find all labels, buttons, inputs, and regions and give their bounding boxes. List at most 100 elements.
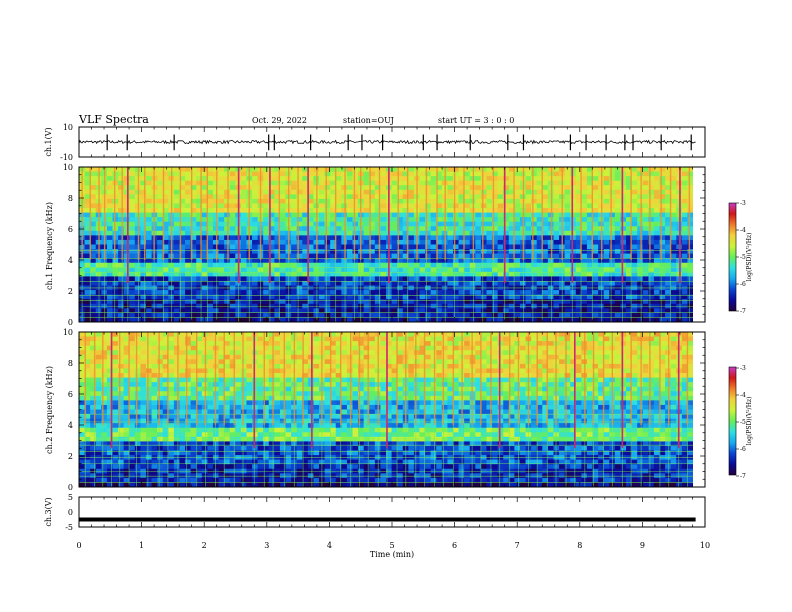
spectrogram-cell (665, 280, 672, 286)
spectrogram-cell (179, 185, 186, 191)
spectrogram-cell (196, 185, 203, 191)
spectrogram-cell (268, 276, 275, 282)
spectrogram-cell (408, 217, 415, 223)
spectrogram-cell (592, 350, 599, 356)
spectrogram-cell (402, 312, 409, 318)
spectrogram-cell (586, 249, 593, 255)
spectrogram-cell (508, 167, 515, 172)
spectrogram-cell (659, 276, 666, 282)
spectrogram-cell (341, 262, 348, 268)
spectrogram-cell (665, 176, 672, 182)
spectrogram-cell (642, 267, 649, 273)
spectrogram-cell (464, 350, 471, 356)
spectrogram-cell (118, 167, 125, 172)
spectrogram-cell (586, 194, 593, 200)
spectrogram-cell (447, 294, 454, 300)
spectrogram-cell (145, 336, 152, 342)
spectrogram-cell (503, 221, 510, 227)
spectrogram-cell (279, 294, 286, 300)
spectrogram-cell (419, 198, 426, 204)
spectrogram-cell (352, 359, 359, 365)
spectrogram-cell (196, 350, 203, 356)
spectrogram-cell (514, 345, 521, 351)
spectrogram-cell (268, 354, 275, 360)
spectrogram-cell (497, 253, 504, 259)
spectrogram-cell (268, 235, 275, 241)
spectrogram-cell (469, 258, 476, 264)
spectrogram-cell (609, 185, 616, 191)
spectrogram-cell (531, 280, 538, 286)
spectrogram-cell (330, 217, 337, 223)
spectrogram-cell (480, 203, 487, 209)
spectrogram-cell (542, 185, 549, 191)
spectrogram-cell (598, 341, 605, 347)
spectrogram-cell (519, 271, 526, 277)
spectrogram-cell (547, 294, 554, 300)
spectrogram-cell (486, 217, 493, 223)
spectrogram-cell (626, 217, 632, 223)
spectrogram-cell (637, 253, 644, 259)
spectrogram-cell (659, 280, 666, 286)
spectrogram-cell (145, 299, 152, 305)
spectrogram-cell (257, 336, 264, 342)
spectrogram-cell (402, 230, 409, 236)
spectrogram-cell (659, 203, 666, 209)
spectrogram-cell (95, 341, 102, 347)
spectrogram-cell (626, 312, 632, 318)
spectrogram-cell (324, 249, 331, 255)
spectrogram-cell (553, 189, 560, 195)
spectrogram-cell (263, 253, 270, 259)
spectrogram-cell (252, 271, 259, 277)
spectrogram-cell (346, 336, 353, 342)
spectrogram-cell (564, 217, 571, 223)
spectrogram-cell (642, 249, 649, 255)
spectrogram-cell (90, 212, 97, 218)
spectrogram-cell (190, 235, 197, 241)
spectrogram-cell (542, 217, 549, 223)
spectrogram-cell (173, 167, 180, 172)
spectrogram-cell (430, 294, 437, 300)
spectrogram-cell (207, 189, 214, 195)
spectrogram-cell (324, 171, 331, 177)
spectrogram-cell (274, 341, 281, 347)
spectrogram-cell (341, 308, 348, 314)
spectrogram-cell (681, 276, 688, 282)
spectrogram-cell (681, 239, 688, 245)
spectrogram-cell (570, 350, 577, 356)
spectrogram-cell (123, 312, 130, 318)
spectrogram-cell (319, 235, 325, 241)
spectrogram-cell (670, 208, 677, 213)
spectrogram-cell (363, 308, 370, 314)
spectrogram-cell (380, 235, 387, 241)
spectrogram-cell (642, 262, 649, 268)
spectrogram-cell (514, 221, 521, 227)
spectrogram-cell (681, 235, 688, 241)
spectrogram-cell (291, 299, 298, 305)
spectrogram-cell (335, 176, 342, 182)
spectrogram-cell (514, 253, 521, 259)
spectrogram-cell (536, 180, 543, 186)
spectrogram-cell (285, 336, 292, 342)
spectrogram-cell (687, 171, 693, 177)
spectrogram-cell (363, 230, 370, 236)
spectrogram-cell (218, 226, 225, 232)
spectrogram-cell (626, 299, 632, 305)
spectrogram-cell (452, 180, 459, 186)
spectrogram-cell (324, 180, 331, 186)
spectrogram-cell (235, 354, 242, 360)
spectrogram-cell (436, 189, 443, 195)
spectrogram-cell (330, 203, 337, 209)
spectrogram-cell (508, 262, 515, 268)
spectrogram-cell (575, 332, 582, 337)
spectrogram-cell (369, 308, 376, 314)
spectrogram-cell (480, 280, 487, 286)
spectrogram-cell (302, 167, 309, 172)
spectrogram-cell (492, 230, 499, 236)
spectrogram-cell (436, 208, 443, 213)
spectrogram-cell (430, 280, 437, 286)
spectrogram-cell (397, 336, 404, 342)
spectrogram-cell (670, 239, 677, 245)
spectrogram-cell (614, 244, 621, 250)
spectrogram-cell (425, 217, 432, 223)
spectrogram-cell (452, 194, 459, 200)
